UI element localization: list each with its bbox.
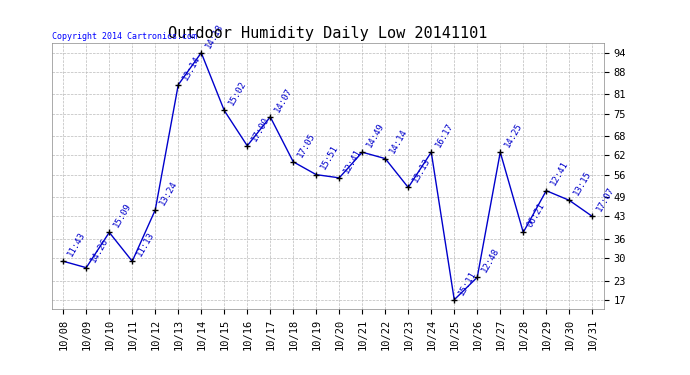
Text: 06:21: 06:21 [526, 201, 546, 229]
Text: 13:14: 13:14 [181, 54, 201, 82]
Text: 15:11: 15:11 [457, 269, 477, 297]
Text: 14:26: 14:26 [88, 237, 110, 264]
Text: 14:14: 14:14 [388, 128, 408, 155]
Text: 12:48: 12:48 [480, 246, 501, 274]
Text: 14:18: 14:18 [204, 22, 225, 50]
Text: 14:07: 14:07 [273, 86, 294, 114]
Text: 15:09: 15:09 [112, 201, 132, 229]
Text: 12:41: 12:41 [342, 147, 363, 175]
Text: 11:13: 11:13 [135, 230, 156, 258]
Text: 11:43: 11:43 [66, 230, 87, 258]
Title: Outdoor Humidity Daily Low 20141101: Outdoor Humidity Daily Low 20141101 [168, 26, 487, 40]
Text: 16:17: 16:17 [433, 121, 455, 149]
Text: Copyright 2014 Cartronics.com: Copyright 2014 Cartronics.com [52, 32, 197, 41]
Text: 12:41: 12:41 [549, 160, 570, 188]
Text: 15:02: 15:02 [226, 80, 248, 107]
Text: 14:25: 14:25 [502, 121, 524, 149]
Text: 13:15: 13:15 [571, 170, 593, 197]
Text: 17:05: 17:05 [295, 131, 317, 159]
Text: 13:13: 13:13 [411, 156, 432, 184]
Text: 17:00: 17:00 [250, 115, 270, 142]
Text: 13:24: 13:24 [157, 179, 179, 207]
Text: Humidity  (%): Humidity (%) [609, 54, 684, 64]
Text: 15:51: 15:51 [319, 144, 339, 171]
Text: 14:49: 14:49 [364, 121, 386, 149]
Text: 17:07: 17:07 [595, 185, 615, 213]
